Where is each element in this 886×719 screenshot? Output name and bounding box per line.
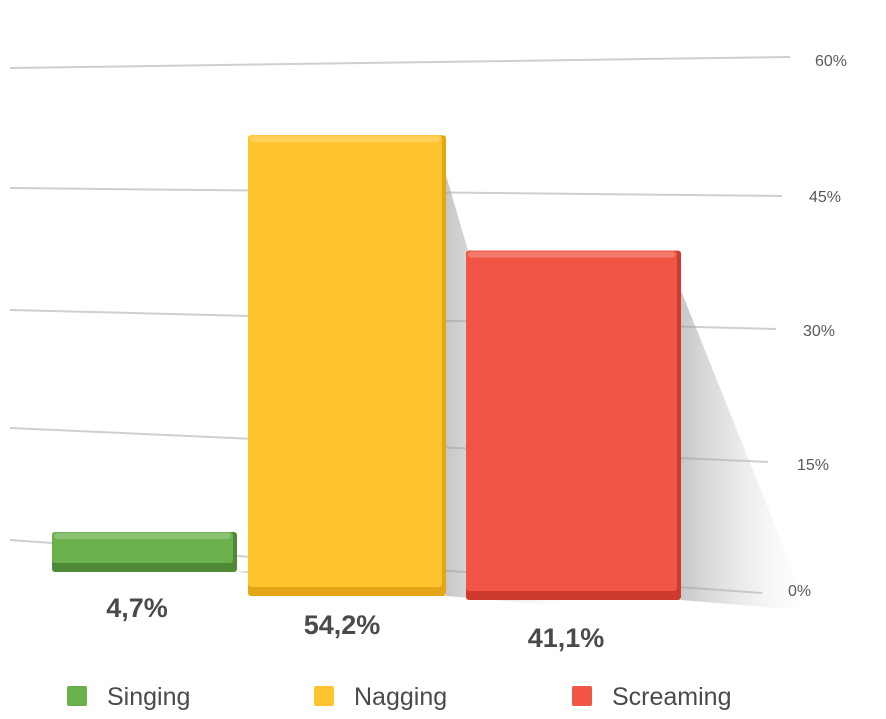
y-axis-ticks: 0% 15% 30% 45% 60% [788, 53, 847, 600]
bar-face-nagging [248, 135, 442, 588]
gridline-0 [9, 56, 791, 69]
bars [52, 135, 681, 600]
bar-shadow-screaming [681, 290, 801, 610]
bar-face-singing [52, 532, 233, 563]
y-tick-label: 0% [788, 583, 811, 600]
legend-label-screaming: Screaming [612, 683, 732, 711]
bar-face-screaming [466, 250, 677, 591]
legend-label-nagging: Nagging [354, 683, 447, 711]
y-tick-label: 30% [803, 323, 835, 340]
y-tick-label: 15% [797, 457, 829, 474]
value-label-singing: 4,7% [106, 593, 168, 623]
legend-swatch-screaming [572, 686, 592, 706]
bar-highlight-screaming [468, 251, 675, 258]
legend-label-singing: Singing [107, 683, 190, 711]
bar-screaming [466, 250, 681, 600]
legend: Singing Nagging Screaming [67, 683, 732, 711]
legend-swatch-singing [67, 686, 87, 706]
bar-highlight-nagging [250, 136, 440, 143]
legend-swatch-nagging [314, 686, 334, 706]
bar-nagging [248, 135, 446, 597]
y-tick-label: 60% [815, 53, 847, 70]
y-tick-label: 45% [809, 189, 841, 206]
bar-singing [52, 532, 237, 572]
value-label-nagging: 54,2% [304, 610, 381, 640]
value-label-screaming: 41,1% [528, 623, 605, 653]
bar-highlight-singing [54, 533, 231, 540]
value-labels: 4,7% 54,2% 41,1% [106, 593, 604, 653]
